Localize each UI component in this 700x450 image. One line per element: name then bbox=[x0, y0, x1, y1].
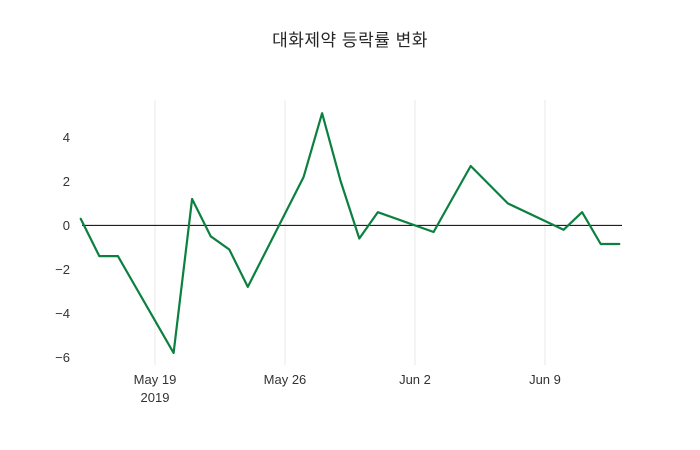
y-tick-label: −6 bbox=[55, 350, 70, 365]
y-tick-label: −2 bbox=[55, 262, 70, 277]
x-tick-label: May 26 bbox=[264, 372, 307, 387]
y-tick-label: −4 bbox=[55, 306, 70, 321]
x-tick-label: Jun 2 bbox=[399, 372, 431, 387]
chart-title: 대화제약 등락률 변화 bbox=[272, 31, 428, 50]
x-tick-sublabel: 2019 bbox=[141, 390, 170, 405]
y-tick-label: 4 bbox=[63, 130, 70, 145]
y-tick-label: 0 bbox=[63, 218, 70, 233]
series-line bbox=[79, 112, 621, 354]
x-tick-label: May 19 bbox=[134, 372, 177, 387]
y-tick-label: 2 bbox=[63, 174, 70, 189]
x-tick-label: Jun 9 bbox=[529, 372, 561, 387]
